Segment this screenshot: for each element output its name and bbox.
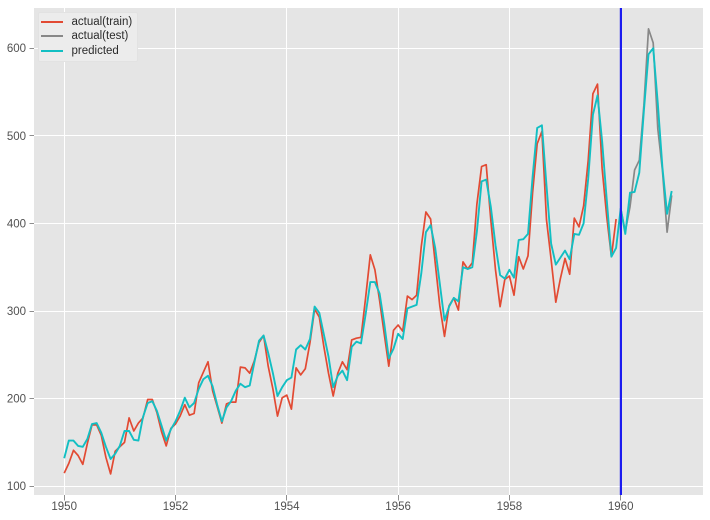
svg-text:600: 600	[7, 43, 26, 55]
svg-text:500: 500	[7, 131, 26, 143]
svg-text:200: 200	[7, 394, 26, 406]
svg-text:1958: 1958	[497, 501, 523, 513]
svg-text:1960: 1960	[608, 501, 634, 513]
svg-text:1950: 1950	[51, 501, 77, 513]
svg-text:1956: 1956	[385, 501, 411, 513]
svg-text:300: 300	[7, 306, 26, 318]
svg-text:100: 100	[7, 481, 26, 493]
svg-text:1954: 1954	[274, 501, 300, 513]
svg-text:1952: 1952	[163, 501, 189, 513]
svg-text:400: 400	[7, 218, 26, 230]
